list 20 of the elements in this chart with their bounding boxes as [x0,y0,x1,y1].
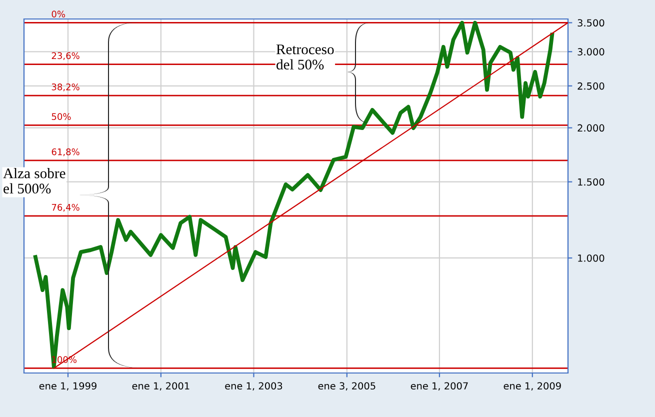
y-tick-label: 1.000 [578,254,604,262]
y-tick-label: 2.000 [578,124,604,132]
y-tick-label: 1.500 [578,178,604,186]
annotation: 50% [52,113,71,120]
annotation: 0% [52,10,66,18]
annotation: 76,4% [52,204,80,212]
y-tick-label: 2.500 [578,82,604,90]
annotation: 61,8% [52,148,80,156]
x-tick-label: ene 1, 2003 [225,382,282,391]
y-tick-label: 3.000 [578,48,604,56]
x-tick-label: ene 3, 2005 [318,382,376,391]
annotation: 38,2% [52,83,80,92]
annotation: Alza sobre el 500% [3,168,66,194]
annotation: 23,6% [52,52,80,60]
x-tick-label: ene 1, 2007 [410,382,468,391]
annotation: Retroceso del 50% [276,44,334,70]
x-tick-label: ene 1, 2009 [504,382,561,391]
x-tick-label: ene 1, 1999 [39,382,96,391]
y-tick-label: 3.500 [578,19,604,27]
x-tick-label: ene 1, 2001 [132,382,190,391]
